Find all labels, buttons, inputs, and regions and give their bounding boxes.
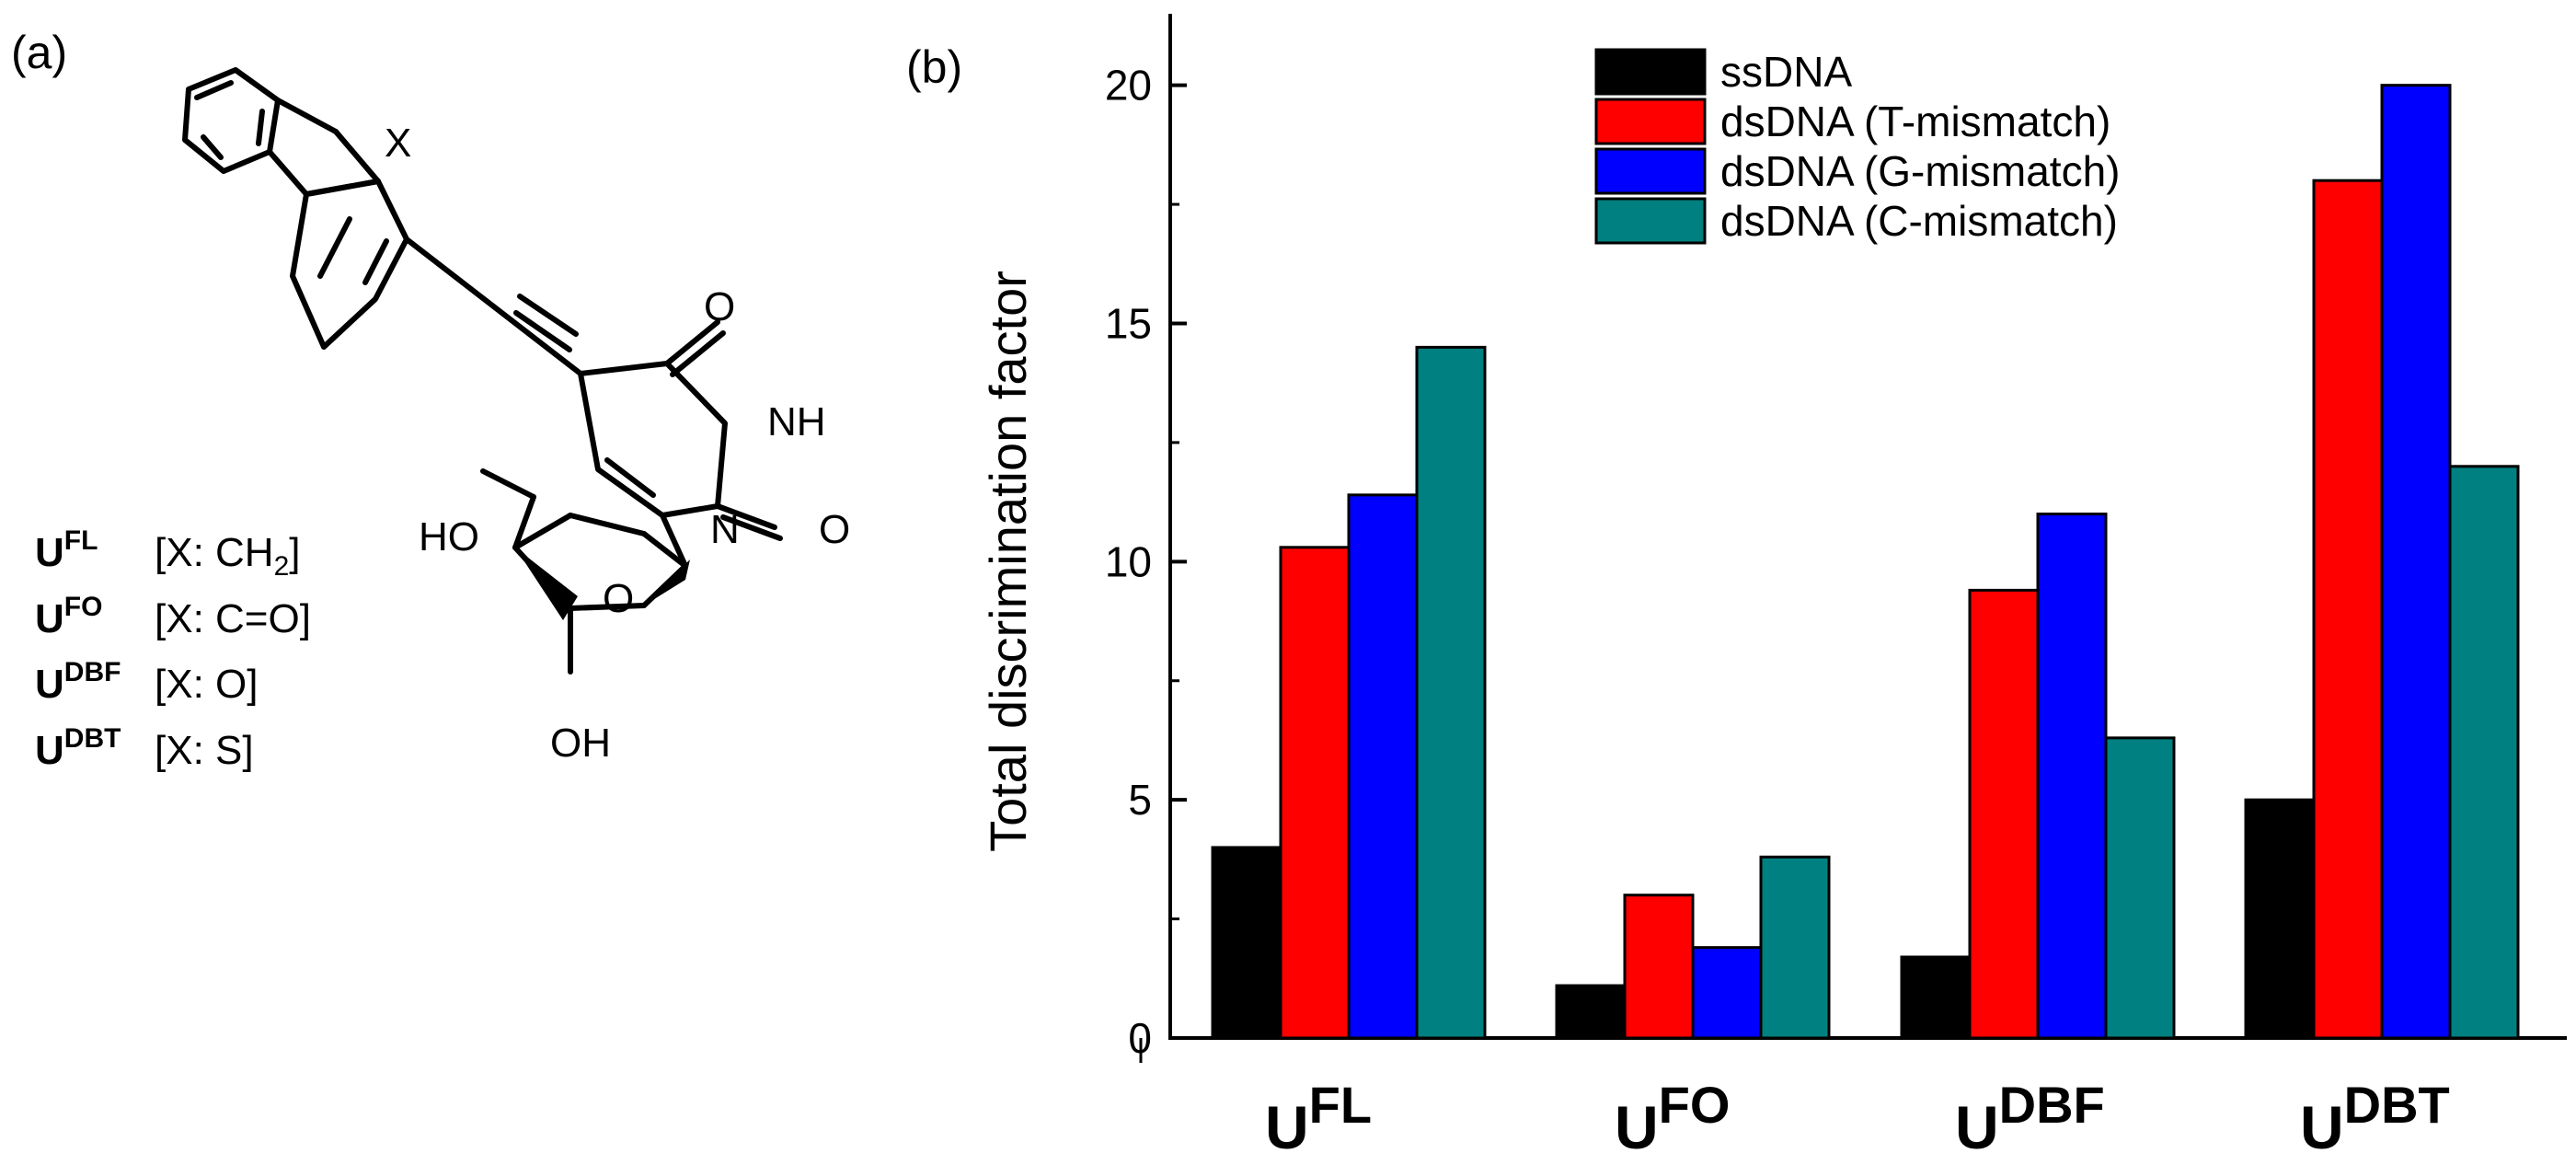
category-label: UFL (1265, 1076, 1372, 1161)
bar-dsdna-g-mismatch-dbt (2380, 84, 2452, 1040)
legend-label: dsDNA (T-mismatch) (1720, 98, 2110, 145)
bar-ssdna-dbf (1900, 955, 1972, 1040)
compound-base: U (35, 596, 64, 641)
compound-legend-row: UDBF [X: O] (35, 657, 258, 707)
legend-label: ssDNA (1720, 48, 1852, 96)
category-label: UFO (1615, 1076, 1730, 1161)
atom-o-right: O (819, 507, 850, 552)
y-tick-label: 10 (1105, 537, 1152, 585)
compound-sup: FL (64, 525, 98, 556)
bar-dsdna-c-mismatch-fo (1759, 855, 1831, 1040)
bar-dsdna-g-mismatch-fl (1347, 493, 1419, 1040)
atom-nh: NH (767, 399, 826, 444)
panel-a-label: (a) (11, 27, 67, 78)
panel-b-label: (b) (906, 41, 962, 93)
category-label: UDBT (2300, 1076, 2450, 1161)
panel-b: (b) Total discrimination factor 0 5 10 15 20… (906, 14, 2567, 1161)
panel-a: (a) (11, 27, 850, 773)
y-tick-label: 20 (1105, 62, 1152, 110)
legend-label: dsDNA (G-mismatch) (1720, 147, 2120, 195)
legend-label: dsDNA (C-mismatch) (1720, 197, 2118, 245)
atom-o-top: O (704, 284, 735, 329)
compound-legend-row: UFO [X: C=O] (35, 592, 311, 641)
compound-base: U (35, 662, 64, 707)
bar-dsdna-c-mismatch-dbf (2104, 736, 2176, 1040)
y-tick-label: 15 (1105, 299, 1152, 347)
bar-dsdna-c-mismatch-dbt (2448, 465, 2520, 1040)
atom-n: N (710, 507, 740, 552)
bar-dsdna-t-mismatch-dbf (1968, 588, 2040, 1040)
y-axis-label: Total discrimination factor (979, 271, 1037, 852)
tick-labels: 0 5 10 15 20 (1105, 62, 1152, 1062)
bar-ssdna-fo (1555, 984, 1627, 1040)
bar-dsdna-c-mismatch-fl (1415, 345, 1487, 1040)
y-tick-label: 5 (1128, 776, 1152, 824)
bar-dsdna-g-mismatch-dbf (2036, 513, 2108, 1040)
bar-dsdna-t-mismatch-fl (1279, 546, 1351, 1040)
compound-base: U (35, 530, 64, 575)
bar-ssdna-dbt (2244, 798, 2316, 1040)
y-tick-label: 0 (1128, 1014, 1152, 1062)
bar-dsdna-g-mismatch-fo (1691, 946, 1763, 1040)
compound-legend-row: UFL [X: CH2] (35, 525, 301, 582)
compound-base: U (35, 728, 64, 773)
legend-swatch (1594, 48, 1707, 96)
compound-sup: DBF (64, 657, 121, 687)
compound-sup: DBT (64, 723, 121, 754)
atom-labels: X O NH O N HO O OH (385, 121, 850, 766)
compound-legend-row: UDBT [X: S] (35, 723, 254, 773)
category-labels: UFL UFO UDBF UDBT (1265, 1076, 2450, 1161)
bar-dsdna-t-mismatch-fo (1623, 894, 1695, 1040)
legend-swatch (1594, 98, 1707, 145)
bar-dsdna-t-mismatch-dbt (2312, 179, 2384, 1040)
compound-sup: FO (64, 592, 103, 622)
category-label: UDBF (1955, 1076, 2105, 1161)
bar-ssdna-fl (1211, 846, 1282, 1040)
legend-swatch (1594, 147, 1707, 195)
atom-ho: HO (419, 514, 479, 559)
atom-oh: OH (550, 721, 611, 766)
atom-x: X (385, 121, 411, 166)
bars (1211, 84, 2520, 1040)
compound-legend: UFL [X: CH2] UFO [X: C=O] UDBF [X: O] UDBT[… (35, 525, 311, 773)
chemical-structure (182, 67, 783, 675)
bar-chart: Total discrimination factor 0 5 10 15 20 UFL… (979, 14, 2567, 1161)
legend-swatch (1594, 197, 1707, 245)
atom-o-ring: O (603, 576, 634, 621)
